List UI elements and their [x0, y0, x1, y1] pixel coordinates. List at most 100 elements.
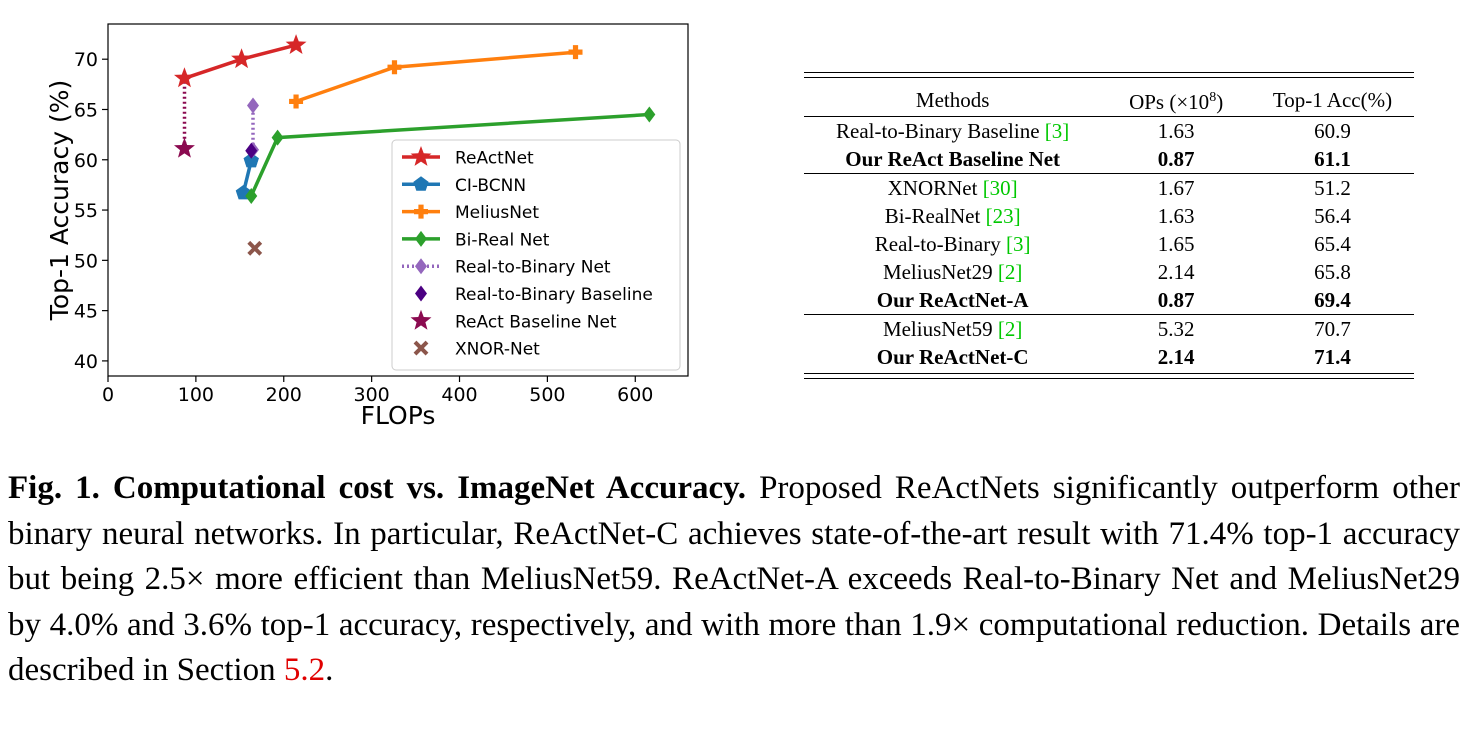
- x-tick-label: 400: [441, 384, 477, 406]
- method-name: MeliusNet59: [882, 317, 998, 341]
- plot-markers: [173, 34, 656, 256]
- legend-entry-meliusnet: MeliusNet: [402, 203, 539, 223]
- legend-marker: [410, 309, 432, 330]
- y-axis-label: Top-1 Accuracy (%): [45, 80, 74, 321]
- header-ops-text: OPs (×10: [1129, 90, 1210, 114]
- point-meliusnet-2: [568, 45, 583, 60]
- legend-entry-react-baseline-net: ReAct Baseline Net: [410, 309, 617, 332]
- accuracy-vs-flops-chart: 0 100 200 300 400 500 600 40 45 50 55 60 65 70 FLOPs…: [45, 23, 689, 430]
- citation-link[interactable]: [2]: [997, 317, 1023, 341]
- legend-label: XNOR-Net: [455, 340, 540, 360]
- legend-marker: [415, 285, 427, 302]
- citation-link[interactable]: [30]: [982, 176, 1018, 200]
- y-tick-label: 65: [74, 99, 98, 121]
- legend-marker: [415, 230, 427, 247]
- y-tick-label: 45: [74, 301, 98, 323]
- method-cell: Our ReActNet-C: [804, 343, 1101, 371]
- header-methods: Methods: [915, 88, 990, 112]
- acc-cell: 70.7: [1250, 314, 1414, 343]
- method-name: Bi-RealNet: [884, 204, 986, 228]
- legend-label: Bi-Real Net: [455, 230, 550, 250]
- ops-cell: 1.63: [1101, 116, 1251, 145]
- legend-marker: [413, 340, 429, 356]
- legend-entry-xnor-net: XNOR-Net: [413, 340, 540, 360]
- acc-cell: 71.4: [1314, 345, 1351, 369]
- legend-entry-ci-bcnn: CI-BCNN: [402, 176, 526, 196]
- method-cell: Real-to-Binary Baseline [3]: [804, 116, 1102, 145]
- legend-label: Real-to-Binary Net: [455, 258, 611, 278]
- method-cell: MeliusNet59 [2]: [804, 314, 1102, 343]
- y-tick-label: 60: [74, 150, 98, 172]
- method-cell: XNORNet [30]: [804, 173, 1102, 202]
- point-reactnet-2: [285, 34, 307, 55]
- point-reactnet-0: [173, 67, 195, 88]
- citation-link[interactable]: [3]: [1006, 232, 1031, 256]
- legend-box: [391, 139, 681, 371]
- method-cell: Bi-RealNet [23]: [804, 202, 1101, 230]
- table-row: Real-to-Binary [3] 1.65 65.4: [804, 230, 1414, 258]
- table-bottom-rule: [804, 373, 1414, 374]
- legend-label: MeliusNet: [455, 203, 539, 223]
- point-xnor-net-0: [247, 240, 263, 256]
- ops-cell: 1.63: [1157, 204, 1195, 228]
- acc-cell: 56.4: [1314, 204, 1351, 228]
- point-reactnet-1: [231, 48, 253, 69]
- table-bottom-rule-2: [804, 378, 1414, 379]
- caption-end: .: [325, 652, 334, 688]
- table-row: Real-to-Binary Baseline [3] 1.63 60.9: [804, 116, 1414, 145]
- point-bi-real-net-0: [245, 187, 258, 204]
- point-bi-real-net-1: [271, 129, 284, 146]
- y-tick-label: 70: [74, 49, 98, 71]
- method-name: Real-to-Binary: [874, 232, 1006, 256]
- header-ops-close: ): [1216, 90, 1224, 114]
- table-top-rule: [804, 72, 1414, 73]
- table-row: MeliusNet29 [2] 2.14 65.8: [804, 258, 1414, 286]
- series-line-meliusnet: [295, 50, 576, 104]
- header-ops: OPs (×108): [1101, 78, 1251, 117]
- x-tick-label: 100: [178, 384, 214, 406]
- point-real-to-binary-baseline-0: [245, 142, 258, 159]
- method-cell: Our ReAct Baseline Net: [804, 145, 1101, 174]
- table-row: Our ReActNet-C 2.14 71.4: [804, 343, 1414, 371]
- ops-cell: 5.32: [1101, 314, 1251, 343]
- table-row: Our ReActNet-A 0.87 69.4: [804, 286, 1414, 315]
- x-axis-label: FLOPs: [361, 401, 436, 430]
- table-row: XNORNet [30] 1.67 51.2: [804, 173, 1414, 202]
- legend-entries: ReActNet CI-BCNN MeliusNet Bi-Real Net Real-…: [402, 146, 653, 360]
- figure-caption: Fig. 1. Computational cost vs. ImageNet …: [8, 466, 1460, 694]
- point-meliusnet-0: [289, 94, 304, 109]
- caption-title: Fig. 1. Computational cost vs. ImageNet …: [8, 470, 747, 506]
- citation-link[interactable]: [2]: [997, 260, 1023, 284]
- method-cell: Real-to-Binary [3]: [804, 230, 1101, 258]
- table-top-rule-2: [804, 77, 1414, 78]
- section-ref-link[interactable]: 5.2: [283, 652, 326, 688]
- ops-cell: 0.87: [1157, 147, 1195, 171]
- chart-legend: ReActNet CI-BCNN MeliusNet Bi-Real Net Real-…: [391, 139, 681, 371]
- citation-link[interactable]: [23]: [985, 204, 1021, 228]
- ops-cell: 1.65: [1157, 232, 1195, 256]
- x-tick-label: 0: [102, 384, 114, 406]
- x-axis-ticks: 0 100 200 300 400 500 600: [102, 376, 653, 406]
- method-name: Our ReActNet-A: [876, 288, 1029, 312]
- legend-entry-reactnet: ReActNet: [402, 146, 534, 169]
- ops-cell: 2.14: [1157, 260, 1195, 284]
- legend-entry-real-to-binary-net: Real-to-Binary Net: [402, 258, 611, 278]
- ops-cell: 2.14: [1157, 345, 1195, 369]
- y-tick-label: 55: [74, 200, 98, 222]
- caption-body: Proposed ReActNets significantly outperf…: [8, 470, 1460, 688]
- legend-label: ReActNet: [455, 149, 534, 169]
- x-tick-label: 500: [529, 384, 565, 406]
- acc-cell: 65.8: [1314, 260, 1351, 284]
- citation-link[interactable]: [3]: [1044, 119, 1070, 143]
- acc-cell: 51.2: [1250, 173, 1414, 202]
- method-cell: Our ReActNet-A: [804, 286, 1101, 315]
- point-react-baseline-net-0: [173, 137, 195, 158]
- y-tick-label: 50: [74, 250, 98, 272]
- method-name: Our ReAct Baseline Net: [845, 147, 1061, 171]
- acc-cell: 61.1: [1314, 147, 1351, 171]
- point-real-to-binary-net-1: [247, 97, 259, 114]
- point-bi-real-net-2: [643, 106, 656, 123]
- legend-marker: [413, 176, 429, 191]
- acc-cell: 65.4: [1314, 232, 1351, 256]
- method-name: XNORNet: [887, 176, 983, 200]
